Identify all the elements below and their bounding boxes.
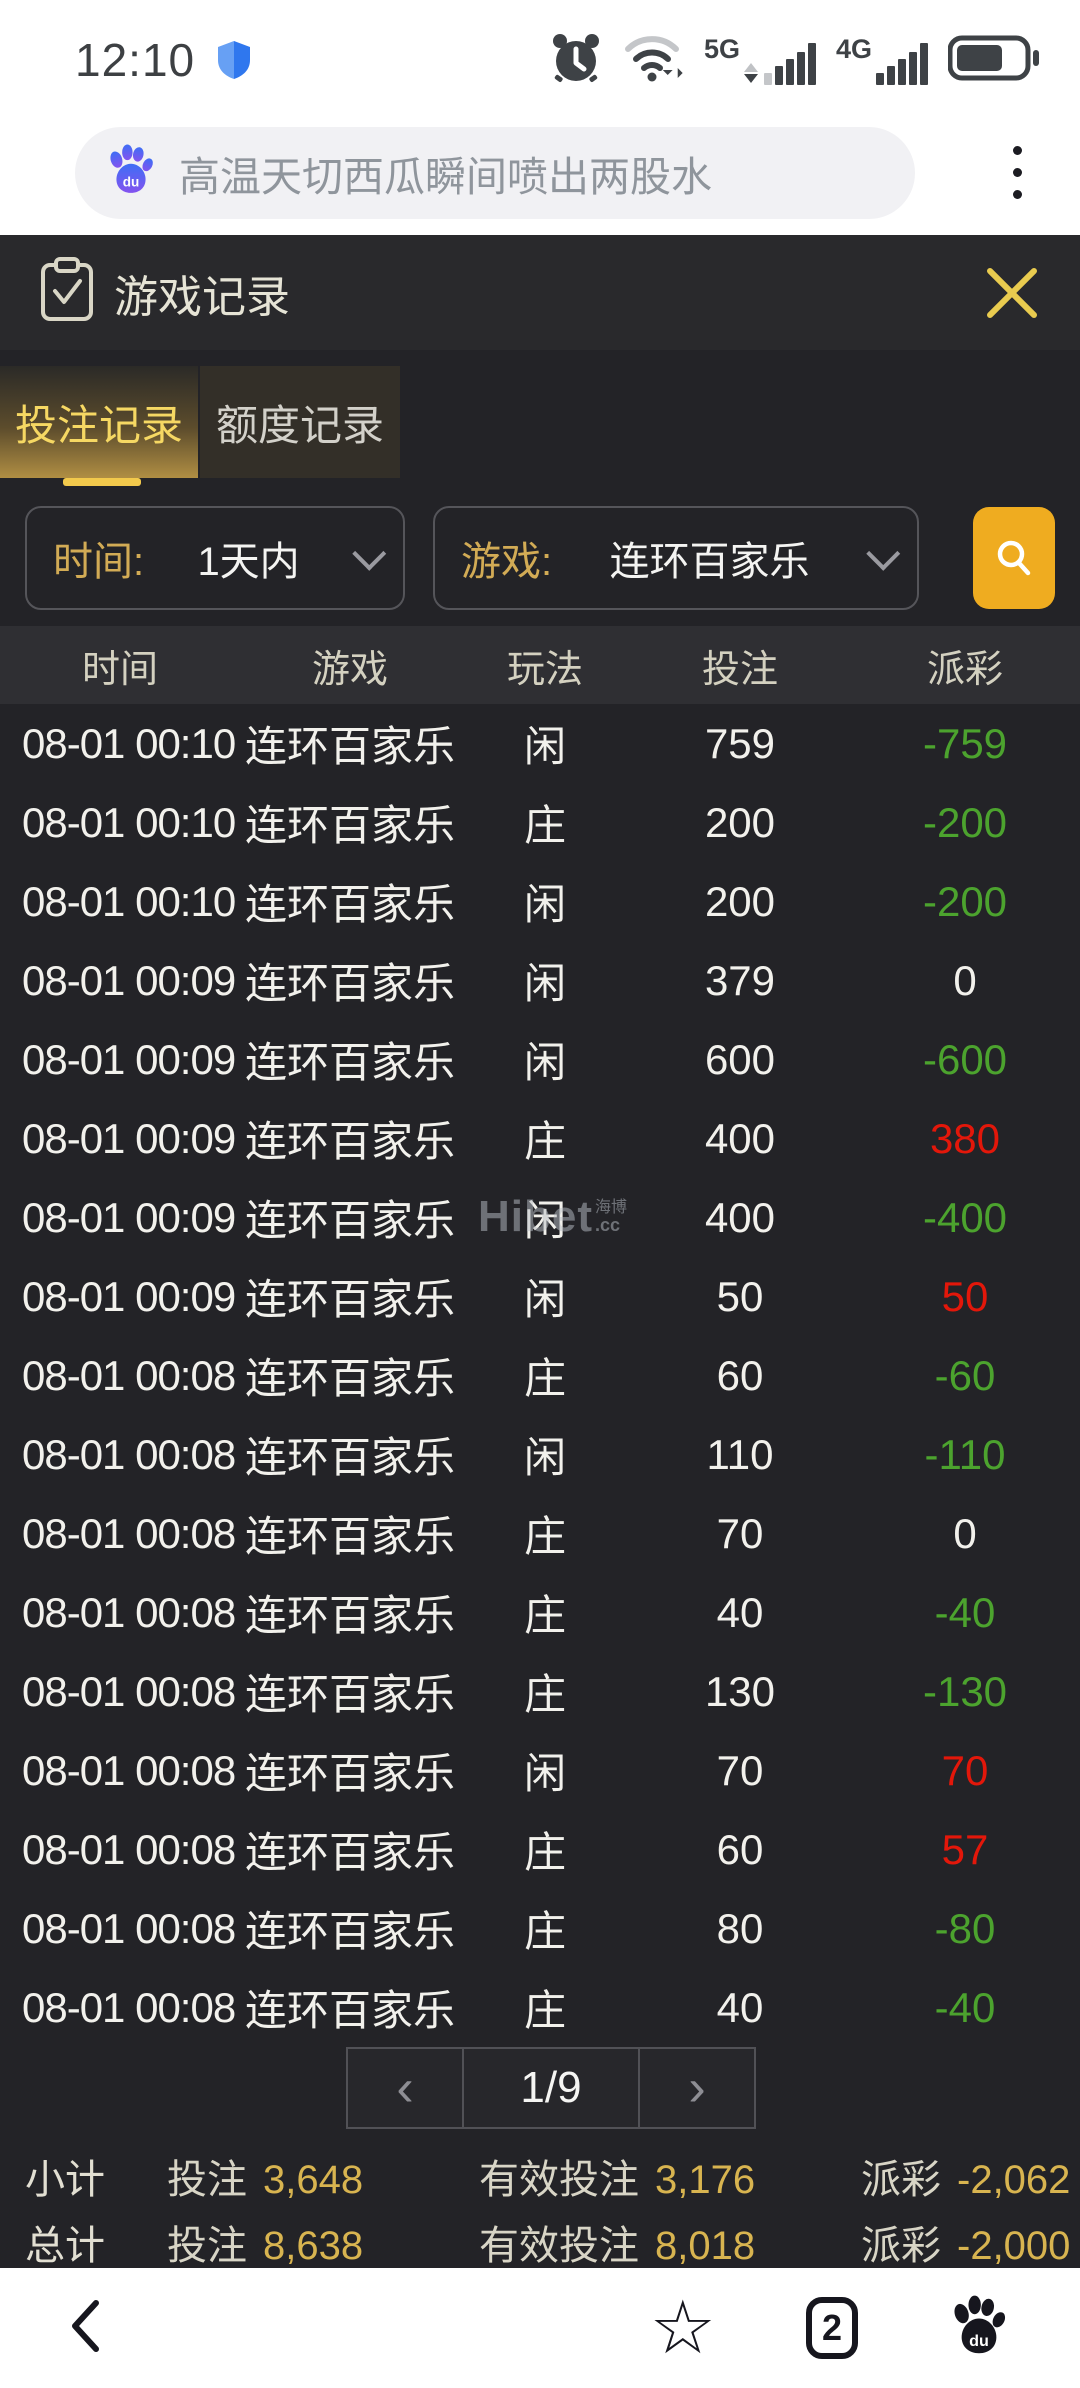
page-indicator: 1/9 (520, 2063, 582, 2112)
svg-text:du: du (969, 2331, 989, 2349)
table-row[interactable]: 08-01 00:10 连环百家乐 闲 759 -759 (22, 719, 1008, 771)
search-input[interactable]: du 高温天切西瓜瞬间喷出两股水 (75, 126, 915, 219)
tab-count-button[interactable]: 2 (806, 2297, 858, 2359)
modal-title: 游戏记录 (114, 272, 290, 322)
clock: 12:10 (75, 34, 196, 86)
table-row[interactable]: 08-01 00:09 连环百家乐 闲 50 50 (22, 1272, 989, 1324)
chevron-down-icon (352, 536, 387, 571)
search-button[interactable] (973, 507, 1055, 609)
table-row[interactable]: 08-01 00:08 连环百家乐 闲 70 70 (22, 1746, 989, 1798)
table-row[interactable]: 08-01 00:10 连环百家乐 闲 200 -200 (22, 877, 1008, 929)
browser-search-row: du 高温天切西瓜瞬间喷出两股水 (0, 110, 1080, 235)
table-header: 时间 游戏 玩法 投注 派彩 (0, 626, 1080, 704)
table-row[interactable]: 08-01 00:09 连环百家乐 闲 379 0 (22, 956, 977, 1008)
signal-4g: 4G (836, 35, 928, 85)
baidu-paw-icon: du (105, 144, 157, 201)
table-row[interactable]: 08-01 00:09 连环百家乐 庄 400 380 (22, 1114, 1001, 1166)
search-query-text: 高温天切西瓜瞬间喷出两股水 (179, 153, 712, 200)
clipboard-icon (38, 257, 96, 328)
table-row[interactable]: 08-01 00:09 连环百家乐 闲 400 -400 (22, 1193, 1008, 1245)
summary-section: 小计 投注 3,648 有效投注 3,176 派彩 -2,062 总计 投注 8,638… (0, 2143, 1080, 2275)
battery-icon (947, 35, 1040, 86)
next-page-button[interactable]: › (638, 2049, 754, 2127)
magnifier-icon (997, 540, 1031, 576)
pagination: ‹ 1/9 › (346, 2047, 756, 2129)
browser-bottom-nav: ☆ 2 du (0, 2268, 1080, 2388)
filter-bar: 时间: 1天内 游戏: 连环百家乐 (25, 504, 1055, 612)
baidu-home-paw-icon[interactable]: du (948, 2295, 1010, 2362)
record-tabs: 投注记录 额度记录 (0, 366, 1080, 486)
tab-bet-records[interactable]: 投注记录 (0, 366, 198, 486)
bookmark-star-icon[interactable]: ☆ (649, 2286, 716, 2369)
alarm-icon (550, 32, 602, 89)
table-row[interactable]: 08-01 00:08 连环百家乐 闲 110 -110 (22, 1430, 1006, 1482)
table-row[interactable]: 08-01 00:08 连环百家乐 庄 60 -60 (22, 1351, 996, 1403)
table-row[interactable]: 08-01 00:08 连环百家乐 庄 130 -130 (22, 1667, 1008, 1719)
table-row[interactable]: 08-01 00:10 连环百家乐 庄 200 -200 (22, 798, 1008, 850)
total-row: 总计 投注 8,638 有效投注 8,018 派彩 -2,000 (25, 2224, 1071, 2268)
game-filter-dropdown[interactable]: 游戏: 连环百家乐 (433, 506, 919, 610)
back-button[interactable] (70, 2299, 100, 2358)
modal-header: 游戏记录 (0, 235, 1080, 350)
table-row[interactable]: 08-01 00:08 连环百家乐 庄 70 0 (22, 1509, 977, 1561)
subtotal-row: 小计 投注 3,648 有效投注 3,176 派彩 -2,062 (25, 2158, 1071, 2202)
chevron-down-icon (866, 536, 901, 571)
status-bar: 12:10 (0, 0, 1080, 110)
close-icon[interactable] (982, 263, 1042, 323)
table-row[interactable]: 08-01 00:08 连环百家乐 庄 40 -40 (22, 1983, 996, 2035)
signal-5g: 5G (704, 35, 816, 85)
table-row[interactable]: 08-01 00:08 连环百家乐 庄 80 -80 (22, 1904, 996, 1956)
game-records-modal: 游戏记录 投注记录 额度记录 时间: 1天内 游戏: 连环百家乐 (0, 235, 1080, 2268)
table-row[interactable]: 08-01 00:08 连环百家乐 庄 40 -40 (22, 1588, 996, 1640)
prev-page-button[interactable]: ‹ (348, 2049, 464, 2127)
shield-icon (217, 40, 251, 80)
svg-text:du: du (123, 175, 140, 190)
tab-quota-records[interactable]: 额度记录 (200, 366, 400, 478)
signal-bars-icon (763, 42, 816, 85)
table-row[interactable]: 08-01 00:09 连环百家乐 闲 600 -600 (22, 1035, 1008, 1087)
time-filter-dropdown[interactable]: 时间: 1天内 (25, 506, 405, 610)
signal-bars-icon (876, 42, 928, 85)
table-body: Hibet 海博 .cc 08-01 00:10 连环百家乐 闲 759 -75… (0, 704, 1080, 2047)
table-row[interactable]: 08-01 00:08 连环百家乐 庄 60 57 (22, 1825, 989, 1877)
wifi-icon (622, 33, 684, 88)
browser-menu-button[interactable] (1013, 146, 1022, 199)
